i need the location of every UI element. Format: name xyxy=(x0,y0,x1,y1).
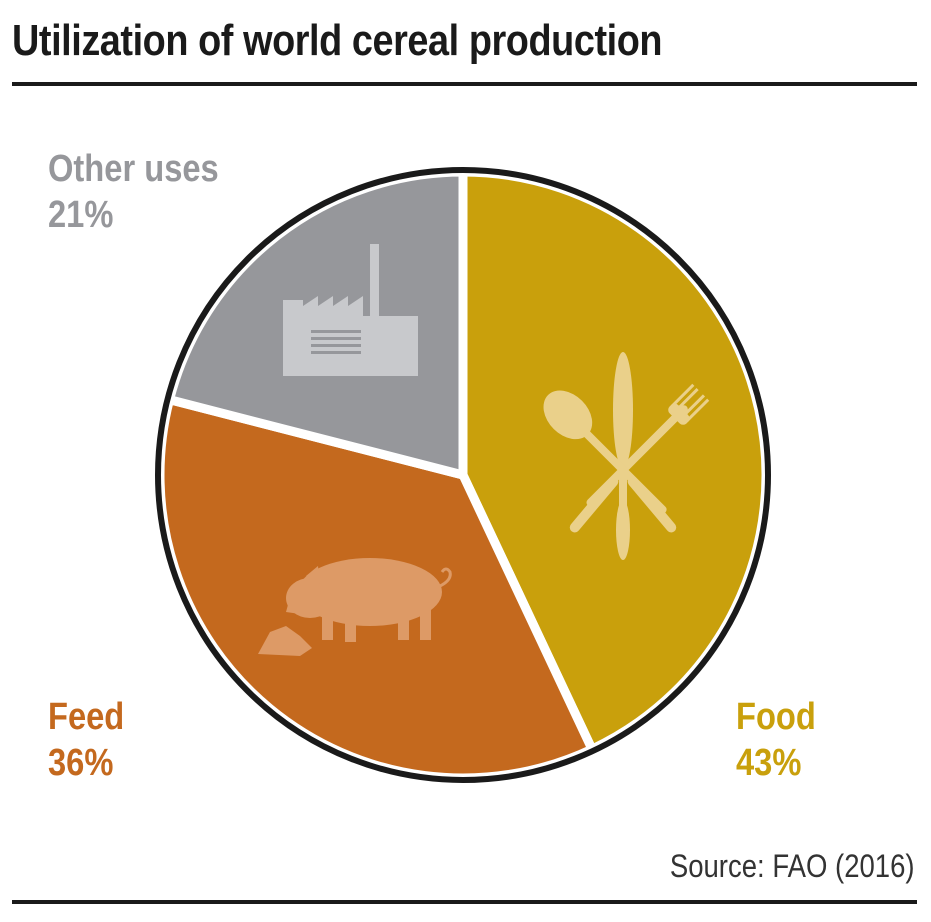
label-feed-value: 36% xyxy=(48,742,114,784)
label-feed-name: Feed xyxy=(48,696,125,738)
factory-icon xyxy=(283,244,418,376)
cutlery-icon xyxy=(543,352,710,560)
pig-icon xyxy=(258,558,452,656)
source-note: Source: FAO (2016) xyxy=(670,848,915,884)
label-other-uses: Other uses 21% xyxy=(48,146,219,238)
title-rule xyxy=(12,82,917,86)
label-other-uses-name: Other uses xyxy=(48,148,219,190)
chart-title: Utilization of world cereal production xyxy=(12,16,663,65)
pie-outline xyxy=(155,167,771,783)
label-food-value: 43% xyxy=(736,742,802,784)
label-other-uses-value: 21% xyxy=(48,194,114,236)
bottom-rule xyxy=(12,900,917,904)
label-feed: Feed 36% xyxy=(48,694,124,786)
label-food: Food 43% xyxy=(736,694,816,786)
label-food-name: Food xyxy=(736,696,816,738)
